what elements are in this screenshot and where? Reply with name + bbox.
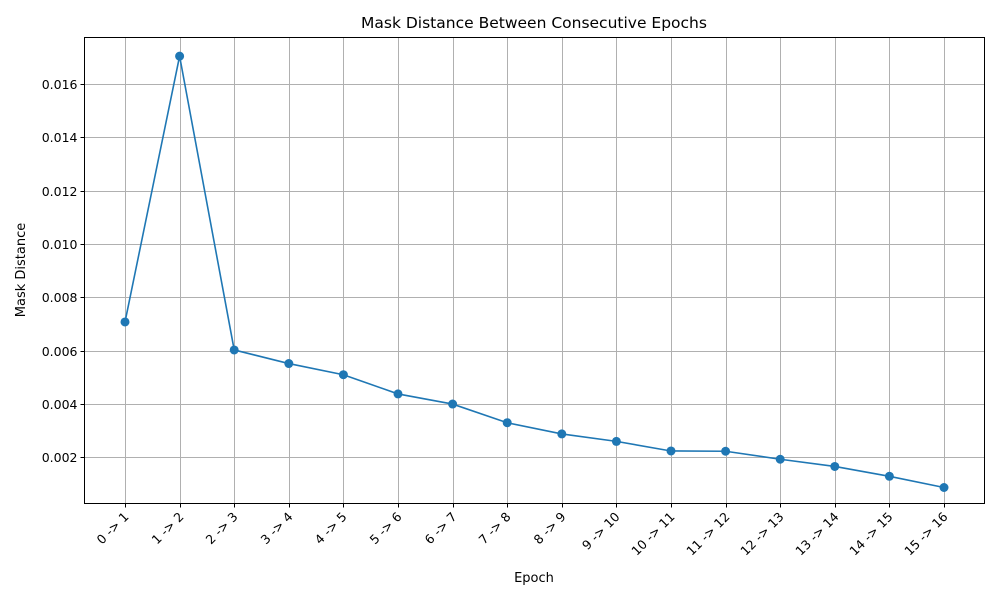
data-point [502,418,512,428]
x-tick-label: 13 -> 14 [792,509,841,558]
x-tick-label: 9 -> 10 [579,509,623,553]
x-tick-label: 15 -> 16 [901,509,950,558]
data-point [229,345,239,355]
y-axis-ticks: 0.002 0.004 0.006 0.008 0.010 0.012 0.014 0.016 [42,77,85,465]
y-tick-label: 0.002 [42,450,78,465]
data-point [939,483,949,493]
x-tick-label: 2 -> 3 [203,509,241,547]
y-tick-label: 0.012 [42,184,78,199]
data-point [557,429,567,439]
series-line [124,55,945,489]
data-point [393,389,403,399]
chart-title: Mask Distance Between Consecutive Epochs [361,14,707,32]
data-point [175,51,185,61]
x-tick-label: 0 -> 1 [94,509,132,547]
data-point [830,461,840,471]
x-tick-label: 14 -> 15 [846,509,895,558]
data-point [611,436,621,446]
x-axis-ticks: 0 -> 1 1 -> 2 2 -> 3 3 -> 4 4 -> 5 5 -> 6 6 ->… [94,503,951,558]
plot-frame [84,37,985,504]
y-tick-label: 0.014 [42,130,78,145]
data-point [284,359,294,369]
data-point [721,446,731,456]
x-axis-label: Epoch [514,571,554,586]
grid [84,37,985,504]
y-axis-label: Mask Distance [14,223,29,317]
data-point [775,454,785,464]
x-tick-label: 8 -> 9 [531,509,569,547]
x-tick-label: 12 -> 13 [737,509,786,558]
y-tick-label: 0.010 [42,237,78,252]
data-point [666,446,676,456]
data-point [448,399,458,409]
data-point [884,471,894,481]
series-layer [120,51,949,493]
data-point [338,370,348,380]
x-tick-label: 3 -> 4 [258,509,296,547]
x-tick-label: 4 -> 5 [312,509,350,547]
data-point [120,317,130,327]
x-tick-label: 6 -> 7 [422,509,460,547]
x-tick-label: 1 -> 2 [149,509,187,547]
x-tick-label: 11 -> 12 [683,509,732,558]
x-tick-label: 7 -> 8 [476,509,514,547]
x-tick-label: 10 -> 11 [628,509,677,558]
y-tick-label: 0.008 [42,290,78,305]
y-tick-label: 0.016 [42,77,78,92]
y-tick-label: 0.006 [42,344,78,359]
x-tick-label: 5 -> 6 [367,509,405,547]
y-tick-label: 0.004 [42,397,78,412]
